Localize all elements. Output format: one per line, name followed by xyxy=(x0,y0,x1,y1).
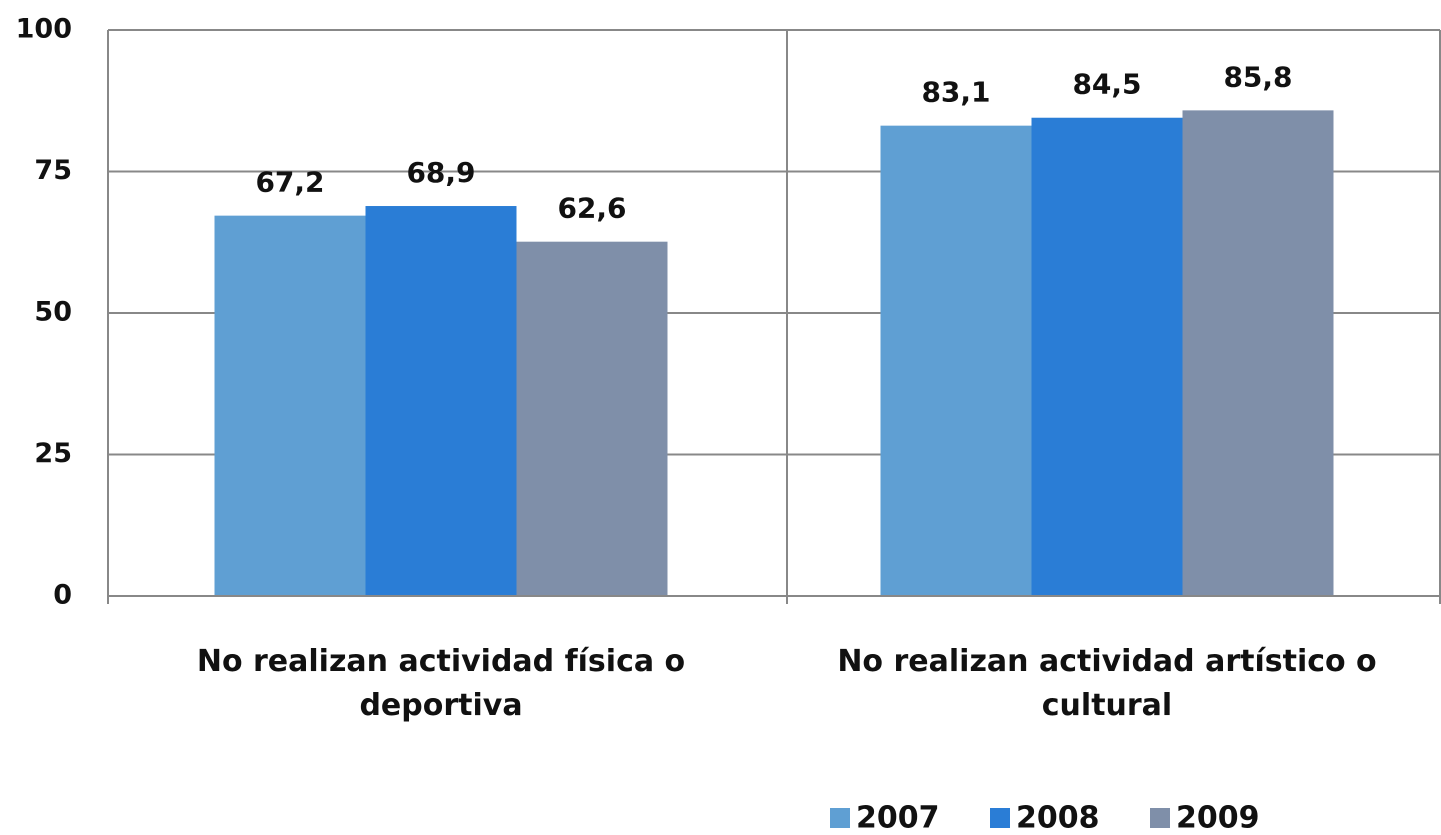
y-tick-label: 0 xyxy=(53,580,72,611)
x-tick-label: No realizan actividad artístico o cultur… xyxy=(837,644,1377,723)
legend-label: 2009 xyxy=(1176,801,1260,835)
value-label: 84,5 xyxy=(1072,68,1141,101)
bar xyxy=(365,206,517,596)
y-tick-label: 50 xyxy=(34,297,72,328)
value-label: 62,6 xyxy=(557,192,626,225)
legend-swatch xyxy=(990,808,1010,828)
legend-label: 2007 xyxy=(856,801,940,835)
value-label: 68,9 xyxy=(406,156,475,189)
bar xyxy=(516,241,668,596)
x-tick-label: No realizan actividad física o deportiva xyxy=(196,644,686,723)
value-label: 85,8 xyxy=(1223,60,1292,93)
bar xyxy=(214,215,366,596)
y-tick-label: 25 xyxy=(34,438,72,469)
bar xyxy=(1182,110,1334,596)
legend-label: 2008 xyxy=(1016,801,1100,835)
y-tick-label: 100 xyxy=(16,14,72,45)
bar xyxy=(1031,117,1183,596)
value-label: 83,1 xyxy=(921,76,990,109)
legend-swatch xyxy=(830,808,850,828)
value-label: 67,2 xyxy=(255,166,324,199)
legend-swatch xyxy=(1150,808,1170,828)
y-tick-label: 75 xyxy=(34,155,72,186)
bar xyxy=(880,125,1032,597)
